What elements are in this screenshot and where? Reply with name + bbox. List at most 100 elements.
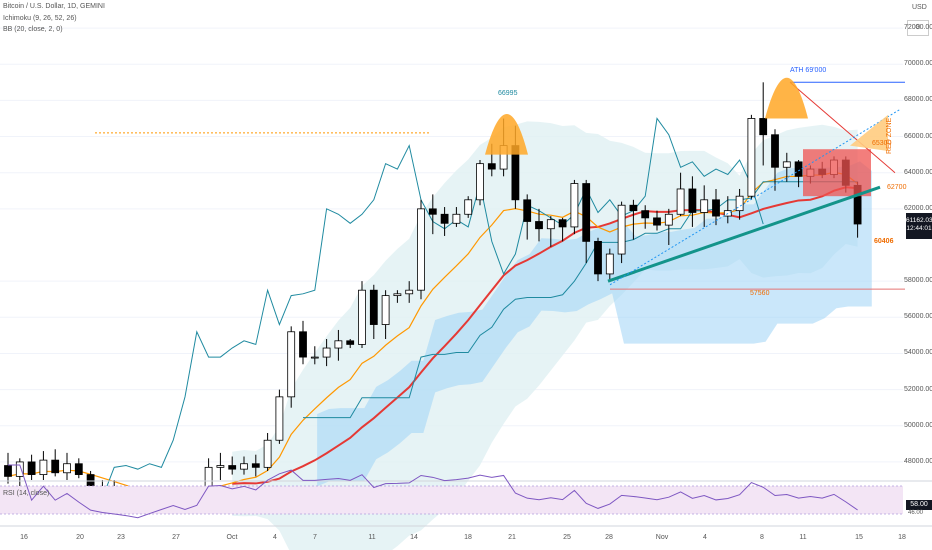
red-zone (803, 149, 871, 197)
candle (39, 459, 48, 475)
candle (747, 118, 756, 197)
candle (487, 163, 496, 170)
gear-icon[interactable]: ⚙ (907, 20, 929, 36)
date-tick-label: Oct (226, 534, 238, 541)
date-tick-label: 4 (703, 534, 707, 541)
ichimoku-cloud (317, 161, 872, 487)
rsi-line (8, 464, 858, 519)
date-tick-label: 21 (508, 534, 516, 541)
date-tick-label: 20 (76, 534, 84, 541)
candle (464, 199, 473, 215)
level-57560: 57560 (750, 290, 770, 297)
candle (63, 463, 71, 474)
bb-basis-line (232, 186, 858, 485)
orange-triangle (850, 114, 888, 151)
candle (594, 240, 602, 275)
candle (369, 289, 378, 325)
peak-shape-2 (765, 77, 808, 119)
price-tick-label: 70000.00 (904, 60, 932, 68)
price-tick-label: 58000.00 (904, 277, 932, 285)
high-label: 66995 (498, 90, 518, 97)
date-tick-label: 8 (760, 534, 764, 541)
kijun-line (303, 181, 858, 419)
date-tick-label: 4 (273, 534, 277, 541)
symbol-title: Bitcoin / U.S. Dollar, 1D, GEMINI (3, 3, 105, 10)
candle (322, 347, 331, 358)
lagging-span-line (7, 117, 764, 508)
candle (381, 295, 390, 325)
candle (263, 439, 272, 468)
candle (617, 204, 626, 255)
candle (452, 213, 461, 224)
red-zone-label: RED ZONE (886, 117, 893, 154)
candle (735, 195, 744, 212)
candle (251, 463, 260, 468)
candle (299, 331, 307, 358)
candle (440, 213, 449, 224)
candle (346, 340, 355, 345)
candle (582, 183, 591, 242)
candle (641, 210, 650, 219)
candle (570, 183, 579, 228)
date-tick-label: 27 (172, 534, 180, 541)
rsi-value-badge: 58.00 (906, 500, 932, 510)
candle (558, 219, 567, 228)
price-tick-label: 68000.00 (904, 96, 932, 104)
candle (546, 219, 555, 230)
candle (358, 289, 366, 345)
level-60406: 60406 (874, 238, 894, 245)
trend-line-up (607, 185, 881, 283)
candle (782, 161, 791, 168)
candle (428, 208, 437, 215)
dotted-trend-line (609, 108, 901, 286)
date-tick-label: 16 (20, 534, 28, 541)
date-tick-label: 18 (464, 534, 472, 541)
candle (240, 463, 248, 470)
currency-label: USD (912, 4, 927, 11)
date-tick-label: 15 (855, 534, 863, 541)
bb-legend[interactable]: BB (20, close, 2, 0) (3, 26, 63, 33)
date-tick-label: 14 (410, 534, 418, 541)
price-tick-label: 66000.00 (904, 132, 932, 140)
price-tick-label: 54000.00 (904, 349, 932, 357)
red-zone-top: 65300 (872, 140, 892, 147)
candle (228, 465, 237, 470)
candle (605, 253, 614, 275)
peak-shape-1 (485, 113, 528, 155)
price-tick-label: 56000.00 (904, 313, 932, 321)
candle (771, 134, 779, 168)
candle (712, 199, 720, 217)
date-tick-label: 11 (368, 534, 376, 541)
price-tick-label: 62000.00 (904, 204, 932, 212)
candle (51, 459, 60, 474)
candle (664, 213, 673, 226)
ath-label: ATH 69'000 (790, 67, 827, 74)
last-time: 12:44:01 (906, 225, 932, 232)
rsi-legend[interactable]: RSI (14, close) (3, 490, 50, 497)
candle (4, 465, 12, 477)
candle (629, 204, 638, 212)
date-tick-label: 23 (117, 534, 125, 541)
candle (310, 356, 319, 359)
rsi-band (0, 486, 903, 514)
ichimoku-legend[interactable]: Ichimoku (9, 26, 52, 26) (3, 15, 77, 22)
candle (417, 208, 425, 291)
date-tick-label: 7 (313, 534, 317, 541)
rsi-sub-value: 46.00 (908, 510, 924, 516)
candle (476, 163, 484, 201)
candle (74, 463, 83, 475)
date-tick-label: Nov (655, 534, 669, 541)
candle (700, 199, 709, 213)
candle (523, 199, 532, 222)
price-tick-label: 64000.00 (904, 168, 932, 176)
date-tick-label: 11 (799, 534, 807, 541)
date-tick-label: 25 (563, 534, 571, 541)
price-tick-label: 48000.00 (904, 457, 932, 465)
candle (759, 118, 768, 136)
date-tick-label: 18 (898, 534, 906, 541)
price-tick-label: 52000.00 (904, 385, 932, 393)
candle (794, 161, 803, 177)
candle (653, 217, 661, 226)
